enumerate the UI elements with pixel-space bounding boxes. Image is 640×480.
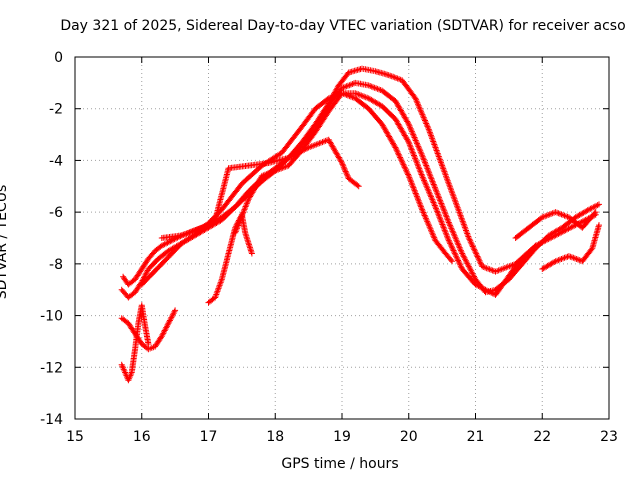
x-tick-label: 19 (333, 429, 351, 445)
x-tick-label: 17 (200, 429, 218, 445)
series-track-b (118, 79, 602, 301)
axis-ticks: 15 16 17 18 19 20 21 22 23 0 -2 -4 -6 -8 -10 -12 -14 (40, 50, 618, 445)
x-tick-label: 20 (400, 429, 418, 445)
series-markers (118, 307, 179, 353)
y-tick-label: -10 (40, 309, 63, 325)
plot-frame (74, 56, 610, 420)
y-tick-label: -14 (40, 412, 63, 428)
grid-lines (75, 57, 609, 419)
series-markers (232, 90, 539, 298)
series-markers (138, 90, 456, 288)
series-track-j (539, 222, 602, 272)
series-track-h (232, 90, 539, 298)
series-markers (158, 136, 362, 241)
x-tick-label: 16 (133, 429, 151, 445)
y-tick-label: -4 (49, 153, 63, 169)
series-track-c (118, 307, 179, 353)
x-tick-label: 22 (533, 429, 551, 445)
x-axis-label: GPS time / hours (281, 456, 399, 472)
y-tick-label: -2 (49, 102, 63, 118)
x-tick-label: 23 (600, 429, 618, 445)
series-track-f (158, 136, 362, 241)
x-tick-label: 15 (66, 429, 84, 445)
series-track-i (512, 209, 599, 241)
x-tick-label: 21 (467, 429, 485, 445)
series-track-g (138, 90, 456, 288)
y-axis-label: SDTVAR / TECUs (0, 184, 10, 300)
series-track-d (118, 302, 152, 384)
y-tick-label: -6 (49, 205, 63, 221)
y-tick-label: -12 (40, 360, 63, 376)
series-markers (512, 209, 599, 241)
data-series (118, 65, 602, 384)
series-markers (539, 222, 602, 272)
y-tick-label: -8 (49, 257, 63, 273)
series-markers (118, 79, 602, 301)
y-tick-label: 0 (54, 50, 63, 66)
chart-title: Day 321 of 2025, Sidereal Day-to-day VTE… (60, 18, 626, 34)
series-markers (118, 302, 152, 384)
x-tick-label: 18 (266, 429, 284, 445)
